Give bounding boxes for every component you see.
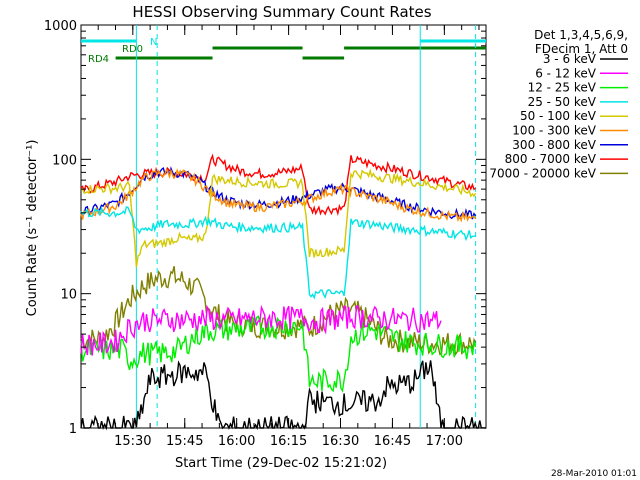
y-tick-label: 1000 bbox=[44, 19, 77, 34]
observing-flag-bars: N RD0 RD4 bbox=[81, 37, 486, 65]
series-25-50-kev bbox=[80, 206, 476, 300]
legend-label-25-50-kev: 25 - 50 keV bbox=[528, 95, 597, 109]
series-100-300-kev bbox=[80, 168, 477, 223]
flag-label-rd0: RD0 bbox=[122, 44, 143, 55]
series-800-7000-kev bbox=[80, 153, 476, 217]
y-tick-label: 10 bbox=[60, 288, 77, 303]
legend-label-7000-20000-kev: 7000 - 20000 keV bbox=[489, 166, 596, 180]
y-tick-label: 100 bbox=[52, 153, 77, 168]
y-tick-label: 1 bbox=[69, 422, 77, 437]
legend-label-6-12-kev: 6 - 12 keV bbox=[535, 66, 597, 80]
chart-title: HESSI Observing Summary Count Rates bbox=[132, 3, 431, 21]
legend-header: FDecim 1, Att 0 bbox=[535, 42, 628, 56]
legend-label-800-7000-kev: 800 - 7000 keV bbox=[505, 152, 597, 166]
series-50-100-kev bbox=[80, 168, 477, 268]
flag-label-rd4: RD4 bbox=[88, 54, 109, 65]
x-tick-label: 16:30 bbox=[322, 434, 359, 449]
x-tick-label: 15:30 bbox=[114, 434, 151, 449]
series-3-6-kev bbox=[80, 360, 486, 431]
axis-ticks: 15:30 15:45 16:00 16:15 16:30 16:45 17:00 1 10 10… bbox=[44, 19, 486, 449]
legend: Det 1,3,4,5,6,9,FDecim 1, Att 03 - 6 keV… bbox=[489, 28, 628, 180]
x-tick-label: 17:00 bbox=[426, 434, 463, 449]
series-lines bbox=[80, 153, 486, 431]
state-change-lines bbox=[135, 25, 477, 428]
legend-label-3-6-kev: 3 - 6 keV bbox=[543, 52, 597, 66]
footer-timestamp: 28-Mar-2010 01:01 bbox=[551, 469, 637, 479]
series-7000-20000-kev bbox=[80, 266, 477, 356]
x-tick-label: 16:00 bbox=[218, 434, 255, 449]
legend-header: Det 1,3,4,5,6,9, bbox=[534, 28, 628, 42]
legend-label-12-25-kev: 12 - 25 keV bbox=[528, 81, 597, 95]
x-tick-label: 15:45 bbox=[166, 434, 203, 449]
x-tick-label: 16:15 bbox=[270, 434, 307, 449]
legend-label-300-800-kev: 300 - 800 keV bbox=[512, 138, 596, 152]
x-axis-title: Start Time (29-Dec-02 15:21:02) bbox=[175, 456, 387, 471]
y-axis-title: Count Rate (s⁻¹ detector⁻¹) bbox=[25, 140, 40, 317]
legend-label-50-100-kev: 50 - 100 keV bbox=[520, 109, 597, 123]
flag-label-n: N bbox=[150, 37, 157, 48]
series-6-12-kev bbox=[80, 304, 442, 356]
x-tick-label: 16:45 bbox=[374, 434, 411, 449]
legend-label-100-300-kev: 100 - 300 keV bbox=[512, 124, 596, 138]
series-12-25-kev bbox=[80, 315, 477, 393]
plot-area: N RD0 RD4 15:30 15:45 16:00 16:15 16:30 16:45 17… bbox=[44, 19, 487, 449]
